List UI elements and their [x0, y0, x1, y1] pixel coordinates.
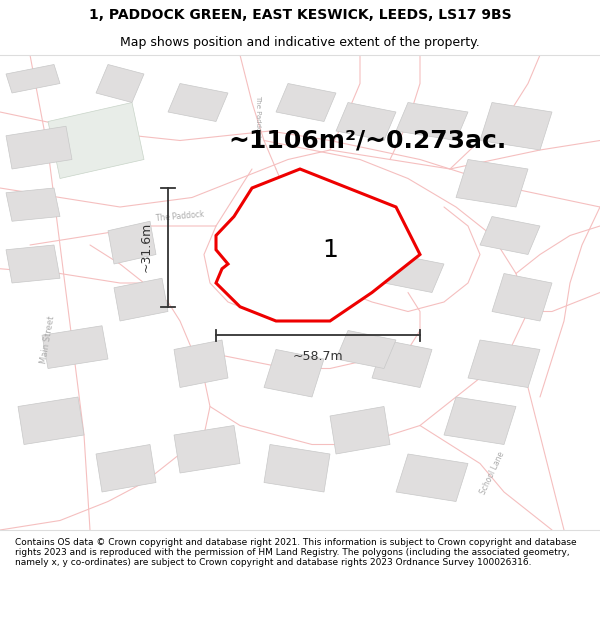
- Polygon shape: [96, 444, 156, 492]
- Text: Main Street: Main Street: [40, 316, 56, 364]
- Polygon shape: [6, 245, 60, 283]
- Polygon shape: [6, 126, 72, 169]
- Polygon shape: [480, 216, 540, 254]
- Polygon shape: [6, 64, 60, 93]
- Text: 1: 1: [322, 238, 338, 262]
- Polygon shape: [168, 84, 228, 121]
- Polygon shape: [264, 444, 330, 492]
- Polygon shape: [456, 159, 528, 207]
- Polygon shape: [174, 340, 228, 388]
- Polygon shape: [492, 274, 552, 321]
- Polygon shape: [276, 84, 336, 121]
- Polygon shape: [288, 226, 348, 264]
- Polygon shape: [480, 102, 552, 150]
- Polygon shape: [396, 454, 468, 501]
- Polygon shape: [174, 426, 240, 473]
- Text: School Lane: School Lane: [478, 450, 506, 496]
- Polygon shape: [264, 349, 324, 397]
- Polygon shape: [468, 340, 540, 388]
- Polygon shape: [336, 331, 396, 369]
- Text: 1, PADDOCK GREEN, EAST KESWICK, LEEDS, LS17 9BS: 1, PADDOCK GREEN, EAST KESWICK, LEEDS, L…: [89, 8, 511, 22]
- Text: ~31.6m: ~31.6m: [140, 222, 153, 272]
- Text: ~58.7m: ~58.7m: [293, 349, 343, 362]
- Polygon shape: [336, 102, 396, 141]
- Polygon shape: [42, 326, 108, 369]
- Polygon shape: [396, 102, 468, 141]
- Polygon shape: [372, 340, 432, 388]
- Polygon shape: [96, 64, 144, 102]
- Polygon shape: [6, 188, 60, 221]
- Text: The Paddock: The Paddock: [155, 210, 205, 223]
- Polygon shape: [216, 169, 420, 321]
- Polygon shape: [48, 102, 144, 179]
- Polygon shape: [384, 254, 444, 292]
- Polygon shape: [108, 221, 156, 264]
- Text: Contains OS data © Crown copyright and database right 2021. This information is : Contains OS data © Crown copyright and d…: [15, 538, 577, 568]
- Polygon shape: [114, 278, 168, 321]
- Text: Map shows position and indicative extent of the property.: Map shows position and indicative extent…: [120, 36, 480, 49]
- Text: The Paddock: The Paddock: [255, 94, 261, 139]
- Polygon shape: [18, 397, 84, 444]
- Polygon shape: [444, 397, 516, 444]
- Text: ~1106m²/~0.273ac.: ~1106m²/~0.273ac.: [228, 129, 506, 152]
- Polygon shape: [330, 406, 390, 454]
- Text: Paddock Green: Paddock Green: [286, 259, 338, 278]
